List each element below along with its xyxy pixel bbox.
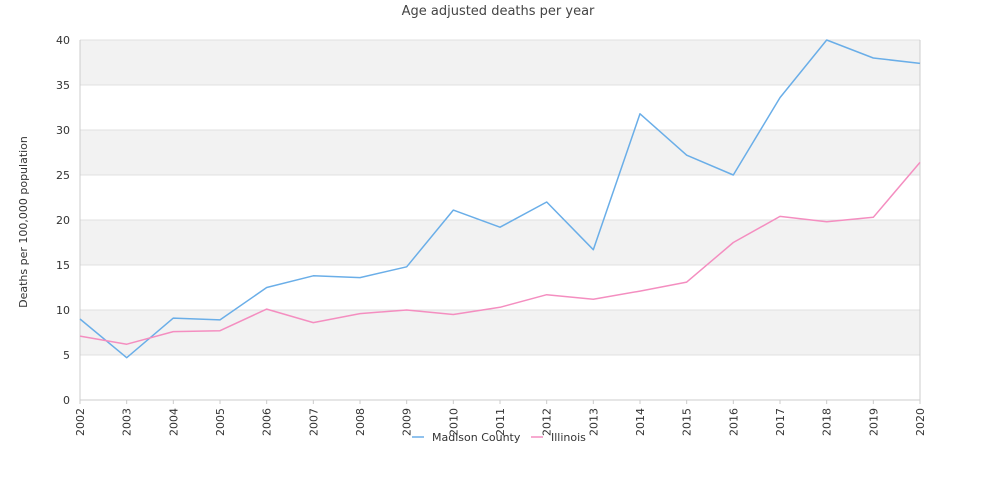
series-line-illinois [79, 161, 921, 345]
x-tick-label: 2015 [681, 408, 694, 436]
x-tick-label: 2019 [867, 408, 880, 436]
y-axis-label: Deaths per 100,000 population [17, 136, 30, 308]
x-tick-label: 2004 [167, 408, 180, 436]
y-tick-label: 10 [56, 304, 70, 317]
x-tick-label: 2003 [121, 408, 134, 436]
x-tick-label: 2018 [821, 408, 834, 436]
x-tick-label: 2017 [774, 408, 787, 436]
y-tick-label: 15 [56, 259, 70, 272]
x-tick-label: 2002 [74, 408, 87, 436]
x-tick-label: 2014 [634, 408, 647, 436]
x-tick-label: 2010 [447, 408, 460, 436]
grid-band [80, 130, 920, 175]
y-tick-label: 20 [56, 214, 70, 227]
x-tick-label: 2006 [261, 408, 274, 436]
legend: Madison County Illinois [412, 431, 586, 444]
x-tick-label: 2007 [307, 408, 320, 436]
x-tick-label: 2011 [494, 408, 507, 436]
x-tick-label: 2009 [401, 408, 414, 436]
chart-title: Age adjusted deaths per year [402, 4, 595, 19]
x-tick-label: 2013 [587, 408, 600, 436]
x-tick-label: 2016 [727, 408, 740, 436]
y-tick-label: 25 [56, 169, 70, 182]
grid-band [80, 40, 920, 85]
legend-label: Illinois [551, 431, 586, 444]
y-tick-label: 35 [56, 79, 70, 92]
y-tick-label: 5 [63, 349, 70, 362]
x-tick-label: 2020 [914, 408, 927, 436]
x-tick-label: 2012 [541, 408, 554, 436]
x-tick-label: 2005 [214, 408, 227, 436]
x-tick-label: 2008 [354, 408, 367, 436]
legend-label: Madison County [432, 431, 521, 444]
grid-band [80, 310, 920, 355]
y-tick-label: 30 [56, 124, 70, 137]
series-line-madison-county [79, 39, 921, 359]
y-tick-label: 40 [56, 34, 70, 47]
y-tick-label: 0 [63, 394, 70, 407]
